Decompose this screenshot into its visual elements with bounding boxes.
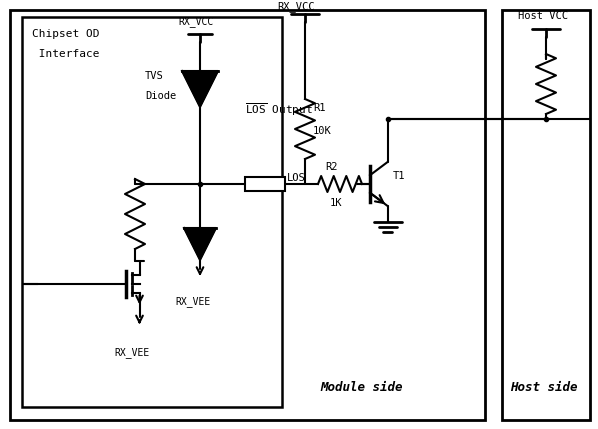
Text: RX_VCC: RX_VCC — [277, 1, 315, 12]
Polygon shape — [184, 228, 216, 260]
Text: 10K: 10K — [313, 126, 332, 136]
Text: Host VCC: Host VCC — [518, 11, 568, 21]
Bar — [10, 10, 485, 420]
Bar — [22, 17, 282, 407]
Text: Module side: Module side — [320, 381, 402, 394]
Text: RX_VEE: RX_VEE — [114, 347, 150, 358]
Bar — [245, 177, 285, 191]
Text: Interface: Interface — [32, 49, 99, 59]
Polygon shape — [182, 71, 218, 107]
Text: RX_VCC: RX_VCC — [178, 16, 213, 27]
Text: TVS: TVS — [145, 71, 164, 81]
Text: R2: R2 — [325, 162, 337, 172]
Text: LOS: LOS — [287, 173, 306, 183]
Bar — [502, 10, 590, 420]
Text: Host side: Host side — [510, 381, 578, 394]
Text: Diode: Diode — [145, 91, 176, 101]
Text: $\overline{\mathregular{LOS}}$ Output: $\overline{\mathregular{LOS}}$ Output — [245, 101, 313, 118]
Text: 1K: 1K — [330, 198, 343, 208]
Text: RX_VEE: RX_VEE — [175, 296, 210, 307]
Text: T1: T1 — [393, 171, 405, 181]
Text: R1: R1 — [313, 103, 325, 113]
Text: Chipset OD: Chipset OD — [32, 29, 99, 39]
